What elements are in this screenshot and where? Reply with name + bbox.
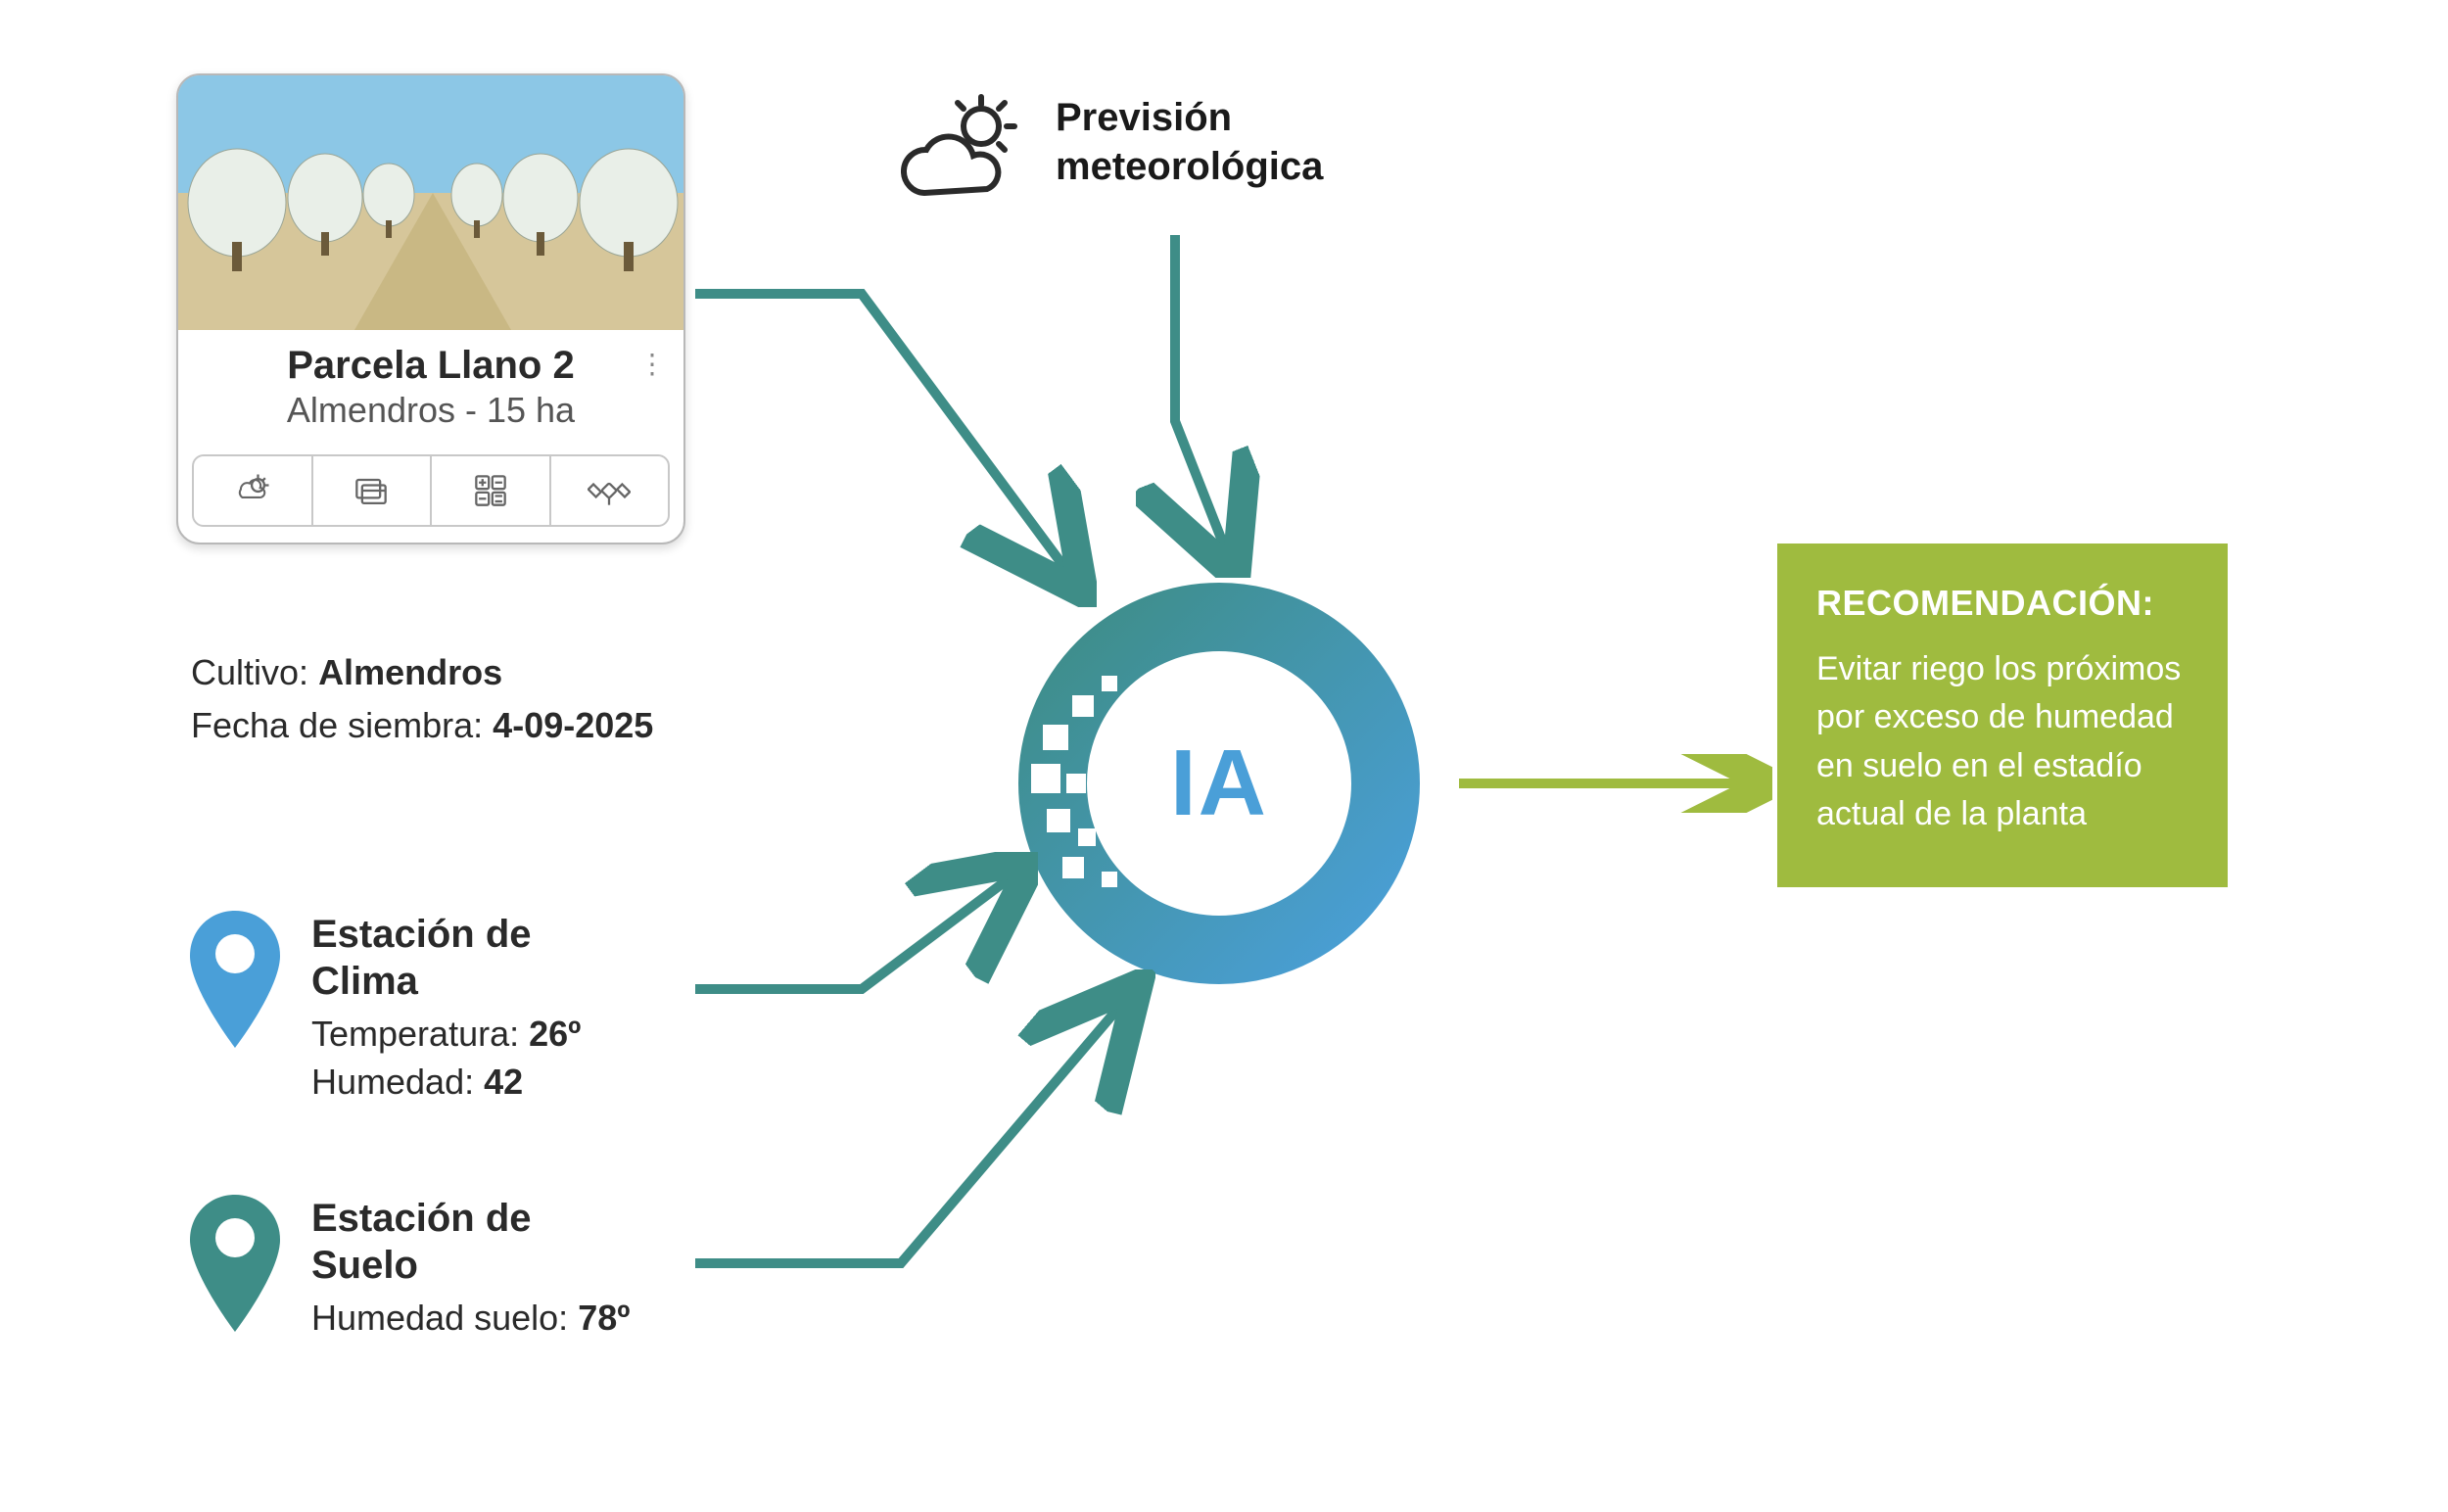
ia-text: IA xyxy=(1170,730,1268,837)
more-icon[interactable]: ⋮ xyxy=(638,348,668,380)
soil-title-2: Suelo xyxy=(311,1242,630,1289)
crop-label: Cultivo: xyxy=(191,652,308,692)
sow-label: Fecha de siembra: xyxy=(191,705,483,745)
ia-label: IA xyxy=(1013,578,1425,989)
soil-hum-label: Humedad suelo: xyxy=(311,1298,568,1338)
pin-teal-icon xyxy=(186,1195,284,1332)
arrow-soil-to-ia xyxy=(685,969,1155,1283)
climate-station: Estación de Clima Temperatura: 26º Humed… xyxy=(186,911,581,1106)
sow-value: 4-09-2025 xyxy=(493,705,653,745)
parcel-title: Parcela Llano 2 xyxy=(198,344,664,388)
arrow-parcel-to-ia xyxy=(685,274,1097,607)
climate-station-text: Estación de Clima Temperatura: 26º Humed… xyxy=(311,911,581,1106)
climate-title-2: Clima xyxy=(311,958,581,1005)
arrow-forecast-to-ia xyxy=(1136,225,1293,578)
sun-cloud-icon xyxy=(901,93,1028,201)
parcel-info: ⋮ Parcela Llano 2 Almendros - 15 ha xyxy=(178,330,683,441)
weather-icon[interactable] xyxy=(194,456,313,525)
hum-value: 42 xyxy=(484,1062,523,1102)
hum-label: Humedad: xyxy=(311,1062,474,1102)
temp-label: Temperatura: xyxy=(311,1014,519,1054)
ia-node: IA xyxy=(1013,578,1425,989)
parcel-subtitle: Almendros - 15 ha xyxy=(198,390,664,431)
diagram-canvas: ⋮ Parcela Llano 2 Almendros - 15 ha Cult… xyxy=(0,0,2448,1512)
forecast-block: Previsión meteorológica xyxy=(901,93,1323,201)
crop-value: Almendros xyxy=(318,652,502,692)
pin-blue-icon xyxy=(186,911,284,1048)
arrow-ia-to-recommendation xyxy=(1449,754,1772,813)
soil-hum-value: 78º xyxy=(578,1298,630,1338)
forecast-label: Previsión meteorológica xyxy=(1056,93,1323,191)
soil-station: Estación de Suelo Humedad suelo: 78º xyxy=(186,1195,630,1343)
satellite-icon[interactable] xyxy=(551,456,669,525)
recommendation-title: RECOMENDACIÓN: xyxy=(1816,583,2189,624)
recommendation-box: RECOMENDACIÓN: Evitar riego los próximos… xyxy=(1777,543,2228,887)
parcel-photo xyxy=(178,75,683,330)
parcel-metadata: Cultivo: Almendros Fecha de siembra: 4-0… xyxy=(191,646,653,752)
parcel-card: ⋮ Parcela Llano 2 Almendros - 15 ha xyxy=(176,73,685,544)
climate-title-1: Estación de xyxy=(311,911,581,958)
forecast-line2: meteorológica xyxy=(1056,142,1323,191)
temp-value: 26º xyxy=(529,1014,581,1054)
recommendation-body: Evitar riego los próximos por exceso de … xyxy=(1816,645,2189,838)
parcel-icon-row xyxy=(192,454,670,527)
soil-station-text: Estación de Suelo Humedad suelo: 78º xyxy=(311,1195,630,1343)
calculator-icon[interactable] xyxy=(432,456,551,525)
forecast-line1: Previsión xyxy=(1056,93,1323,142)
windows-icon[interactable] xyxy=(313,456,433,525)
orchard-illustration xyxy=(178,75,683,330)
soil-title-1: Estación de xyxy=(311,1195,630,1242)
